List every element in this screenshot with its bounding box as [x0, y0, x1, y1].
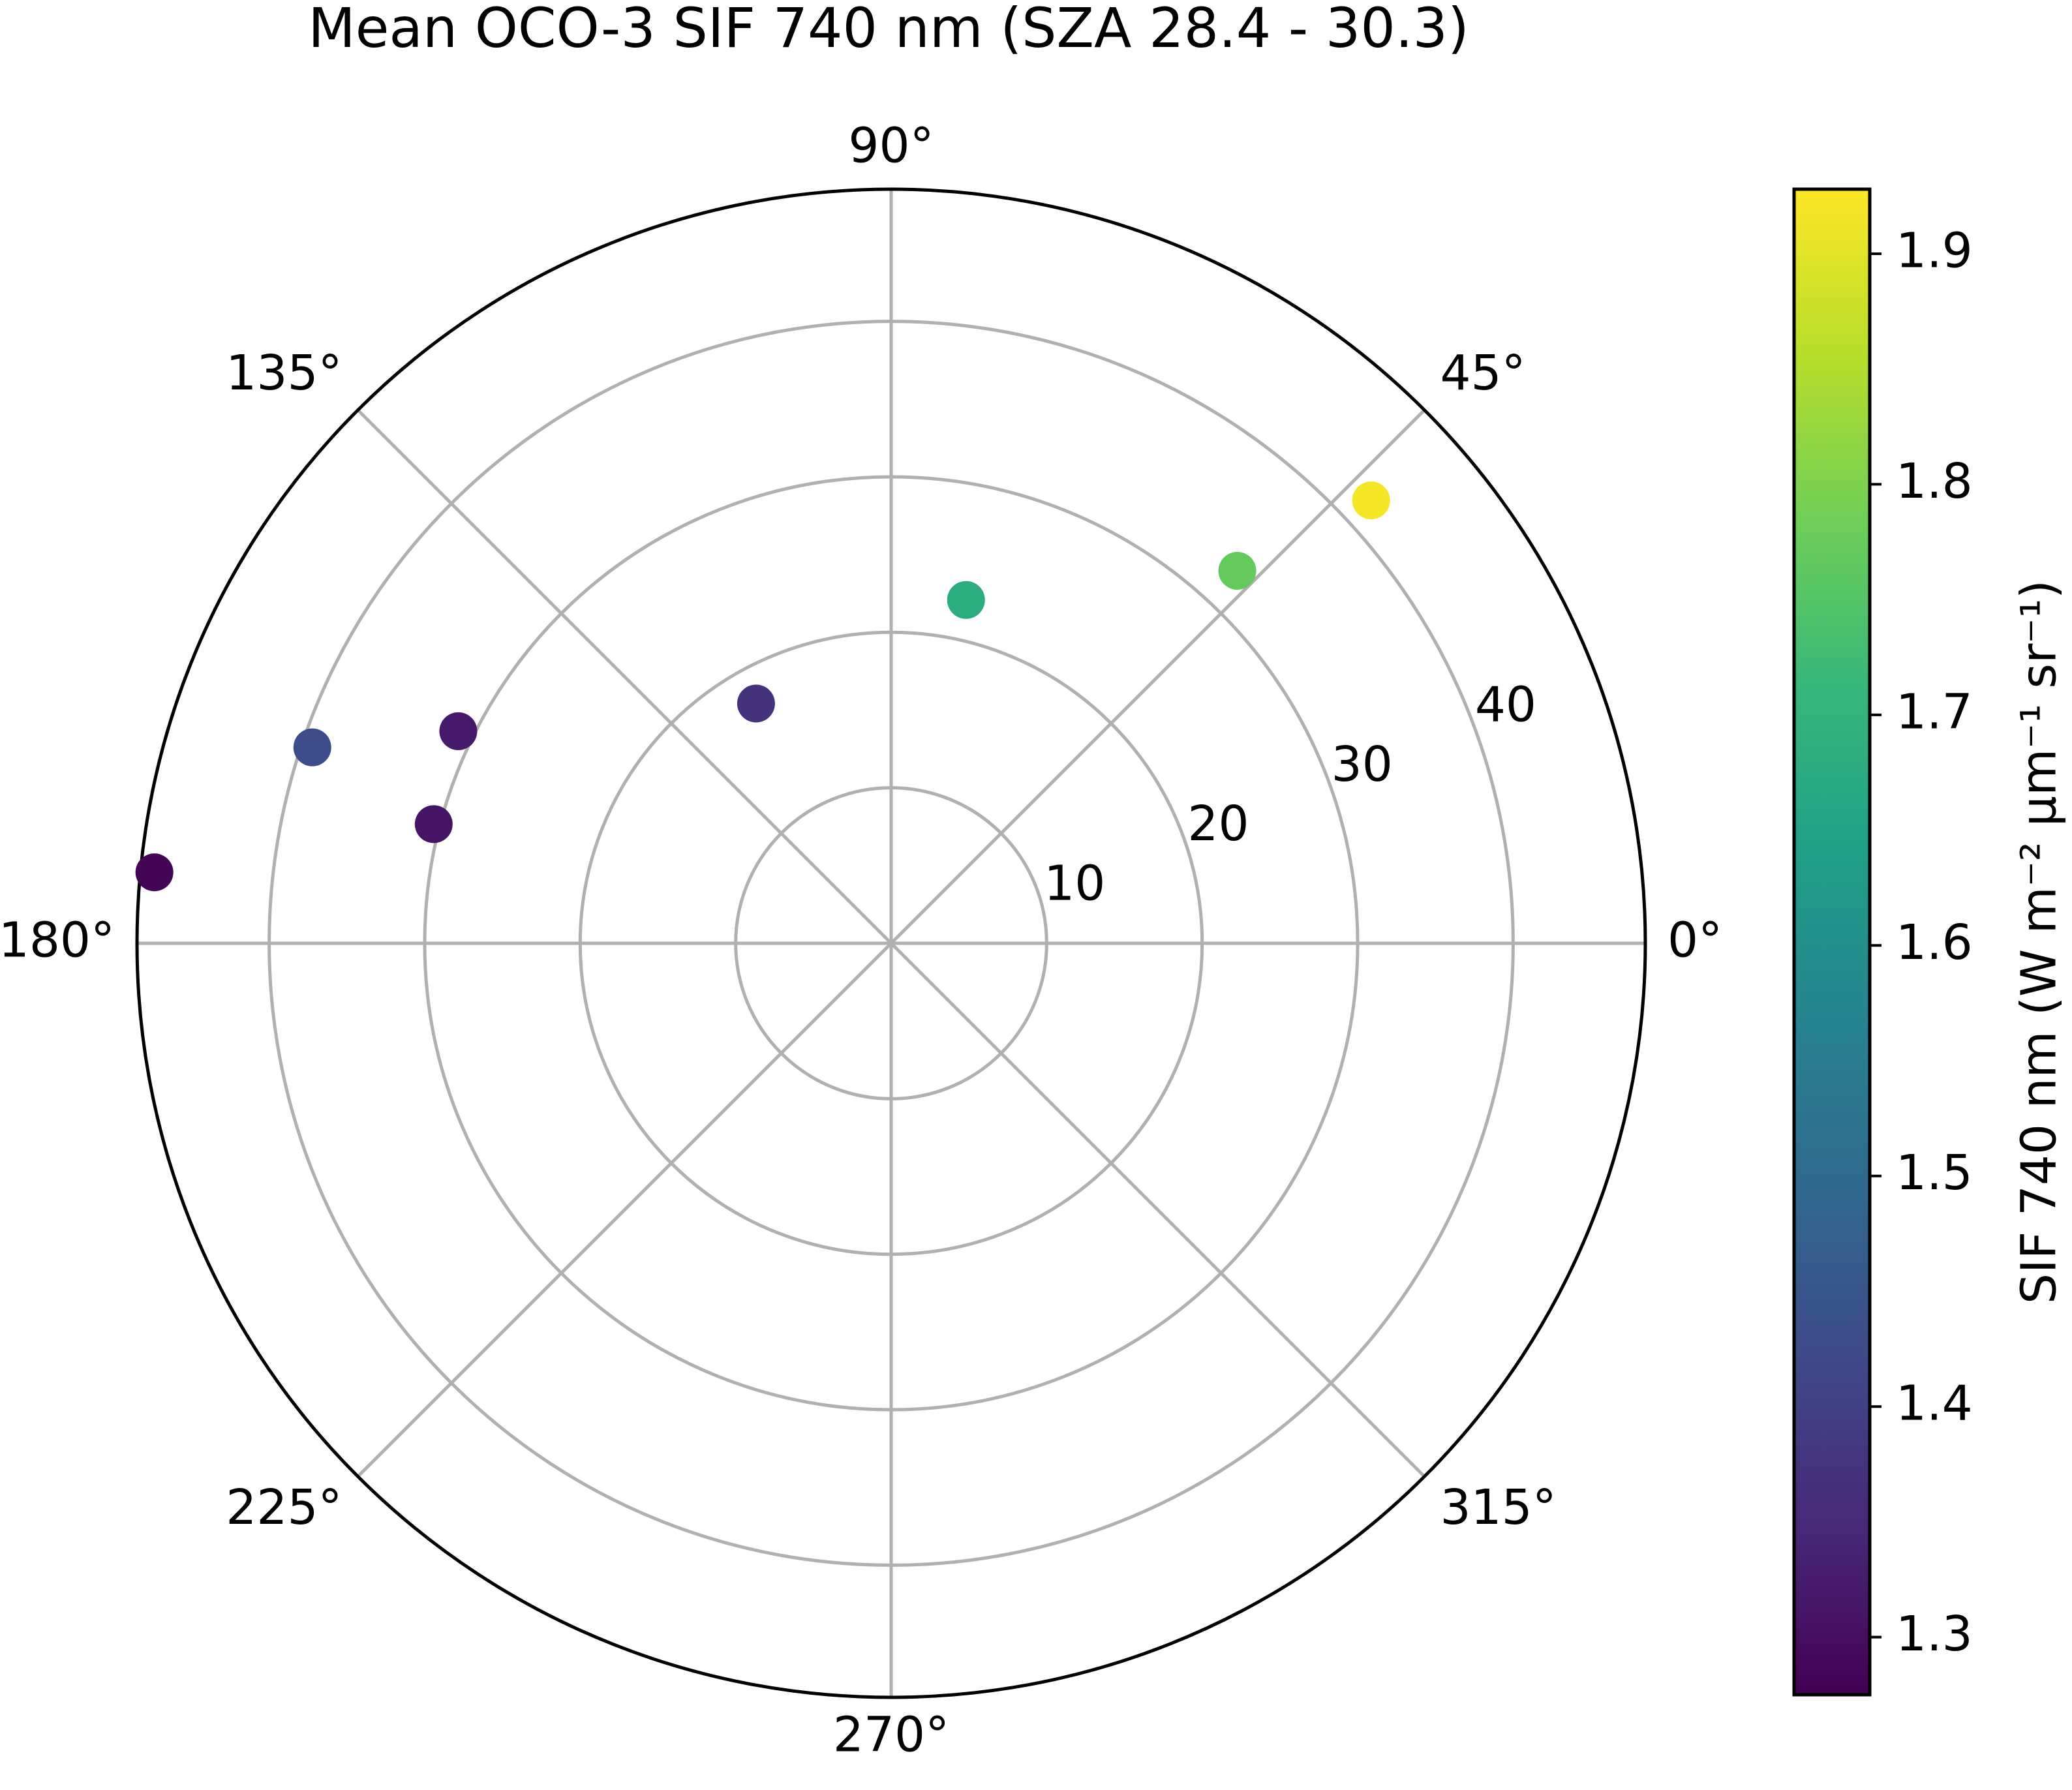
- scatter-point: [414, 805, 453, 843]
- angular-tick-label: 135°: [226, 345, 342, 401]
- scatter-points: [135, 481, 1390, 892]
- colorbar-tick-label: 1.9: [1896, 222, 1973, 279]
- scatter-point: [737, 684, 775, 723]
- radial-grid-ring: [423, 475, 1360, 1412]
- scatter-point: [135, 853, 174, 892]
- angular-tick-label: 0°: [1668, 913, 1722, 969]
- angular-tick-label: 90°: [848, 118, 934, 174]
- radial-grid-ring: [578, 630, 1204, 1256]
- radial-tick-label: 40: [1475, 677, 1536, 733]
- chart-title: Mean OCO-3 SIF 740 nm (SZA 28.4 - 30.3): [308, 0, 1469, 60]
- radial-tick-label: 30: [1332, 736, 1393, 793]
- colorbar-frame: [1792, 187, 1872, 1697]
- colorbar-tick-label: 1.4: [1896, 1376, 1973, 1432]
- angular-tick-label: 315°: [1440, 1479, 1556, 1536]
- angular-tick-label: 180°: [0, 913, 115, 969]
- angular-grid-line: [890, 942, 1426, 1478]
- colorbar-ticks: 1.3 1.4 1.5 1.6 1.7 1.8 1.9: [1870, 222, 1973, 1662]
- scatter-point: [293, 728, 331, 766]
- angular-tick-label: 45°: [1440, 345, 1525, 401]
- colorbar-tick-label: 1.3: [1896, 1606, 1973, 1662]
- scatter-point: [947, 581, 985, 619]
- radial-grid-ring: [267, 320, 1515, 1567]
- angular-tick-label: 270°: [833, 1707, 949, 1763]
- angular-grid-line: [890, 408, 1426, 945]
- colorbar-gradient: [1794, 189, 1870, 1695]
- colorbar-tick-label: 1.8: [1896, 453, 1973, 509]
- colorbar-tick-label: 1.7: [1896, 684, 1973, 740]
- scatter-point: [1218, 552, 1257, 590]
- angular-grid: [137, 189, 1645, 1697]
- polar-frame: [135, 187, 1647, 1699]
- angular-tick-labels: 0° 45° 90° 135° 180° 225° 270° 315°: [0, 118, 1722, 1763]
- polar-axes: 10 20 30 40 0° 45° 90° 135° 180° 225° 270° 315°: [0, 118, 1722, 1763]
- radial-tick-label: 10: [1044, 855, 1105, 911]
- radial-grid-ring: [734, 786, 1048, 1100]
- angular-tick-label: 225°: [226, 1479, 342, 1536]
- angular-grid-line: [356, 408, 892, 945]
- colorbar-label: SIF 740 nm (W m⁻² µm⁻¹ sr⁻¹): [2011, 580, 2067, 1304]
- scatter-point: [1352, 481, 1390, 520]
- radial-tick-label: 20: [1187, 796, 1249, 852]
- radial-grid: [267, 320, 1515, 1567]
- colorbar-tick-label: 1.5: [1896, 1145, 1973, 1201]
- scatter-point: [439, 712, 478, 750]
- radial-tick-labels: 10 20 30 40: [1044, 677, 1536, 912]
- colorbar-tick-label: 1.6: [1896, 915, 1973, 971]
- angular-grid-line: [356, 942, 892, 1478]
- colorbar: 1.3 1.4 1.5 1.6 1.7 1.8 1.9 SIF 740 nm (W m⁻² …: [1792, 187, 2067, 1697]
